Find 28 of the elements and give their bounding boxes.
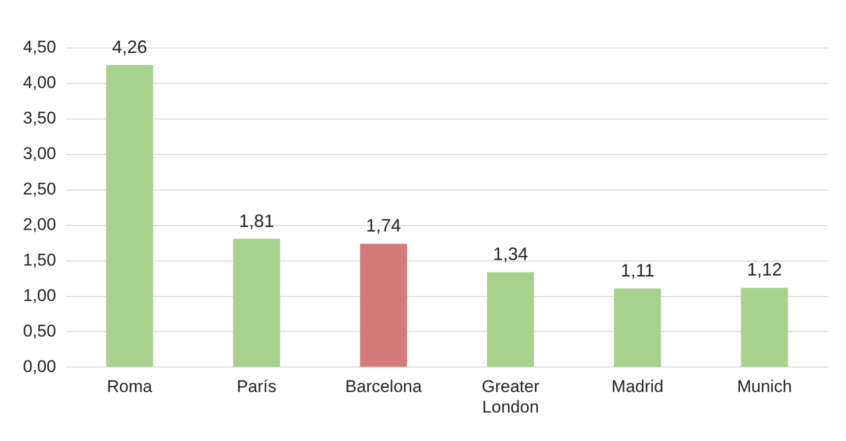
x-tick-label: Munich (737, 377, 792, 396)
bar (360, 244, 408, 367)
y-tick-label: 0,50 (22, 321, 56, 340)
y-tick-label: 1,00 (22, 286, 56, 305)
x-tick-label: Roma (106, 377, 153, 396)
x-tick-label: París (236, 377, 276, 396)
y-tick-label: 2,00 (22, 215, 56, 234)
x-tick-label: Madrid (612, 377, 664, 396)
x-tick-label: Greater London (482, 377, 540, 416)
bar (106, 65, 154, 367)
bar (614, 288, 662, 367)
bar (741, 288, 788, 367)
y-tick-label: 2,50 (22, 180, 56, 199)
bar (487, 272, 534, 367)
data-label: 1,12 (746, 260, 782, 280)
data-label: 1,34 (493, 244, 528, 264)
y-tick-label: 1,50 (22, 250, 56, 270)
data-label: 1,81 (239, 210, 274, 231)
y-tick-label: 3,50 (22, 108, 56, 128)
y-tick-label: 4,00 (22, 73, 56, 92)
y-tick-label: 4,50 (22, 38, 56, 57)
data-label: 1,11 (620, 260, 654, 280)
y-tick-label: 3,00 (22, 144, 56, 164)
y-tick-label: 0,00 (22, 356, 56, 376)
x-tick-label: Barcelona (345, 377, 422, 396)
data-label: 1,74 (366, 216, 402, 236)
bar (233, 238, 280, 367)
data-label: 4,26 (112, 36, 148, 57)
